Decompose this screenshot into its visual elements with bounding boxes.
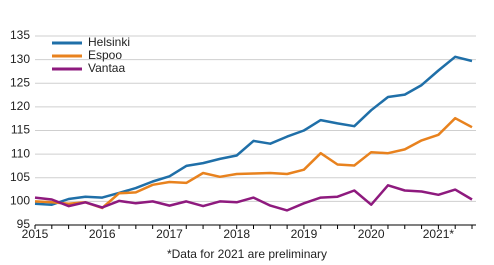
y-tick-label: 130 xyxy=(10,52,30,66)
x-tick-label: 2019 xyxy=(291,227,318,241)
y-tick-label: 115 xyxy=(11,123,30,137)
y-tick-label: 100 xyxy=(10,194,30,208)
x-tick-label: 2017 xyxy=(156,227,183,241)
legend-label: Vantaa xyxy=(88,61,125,75)
y-tick-label: 105 xyxy=(10,170,30,184)
x-tick-label: 2020 xyxy=(358,227,385,241)
line-series xyxy=(34,55,473,206)
footnote: *Data for 2021 are preliminary xyxy=(167,247,327,261)
line-series xyxy=(34,184,473,212)
x-tick-label: 2018 xyxy=(223,227,250,241)
y-tick-label: 120 xyxy=(10,99,30,113)
x-tick-label: 2015 xyxy=(22,227,49,241)
y-tick-label: 110 xyxy=(11,146,30,160)
legend-label: Espoo xyxy=(88,48,122,62)
line-series xyxy=(34,116,473,210)
legend-label: Helsinki xyxy=(88,35,130,49)
y-tick-label: 95 xyxy=(17,217,31,231)
y-tick-label: 135 xyxy=(10,28,30,42)
y-tick-label: 125 xyxy=(10,75,30,89)
x-tick-label: 2016 xyxy=(89,227,116,241)
x-tick-label: 2021* xyxy=(423,227,455,241)
